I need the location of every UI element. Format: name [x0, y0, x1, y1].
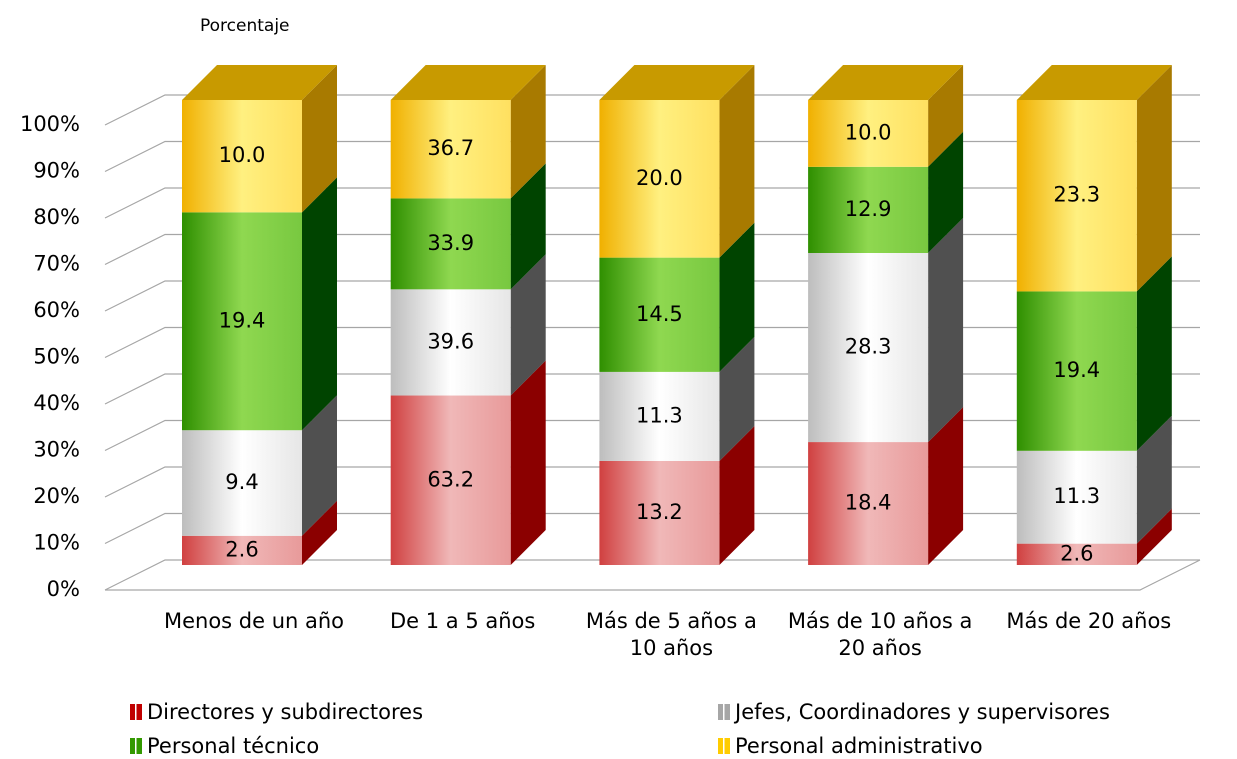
- bar-side: [719, 336, 755, 461]
- bar-side: [719, 425, 755, 565]
- legend-item: Personal técnico: [130, 734, 319, 758]
- bar: [808, 442, 929, 565]
- bar: [182, 100, 302, 213]
- bar-side: [928, 65, 964, 167]
- y-tick-label: 40%: [33, 391, 80, 415]
- bar-top: [390, 65, 546, 100]
- data-label: 63.2: [427, 467, 474, 491]
- bar: [1016, 291, 1137, 451]
- y-tick-label: 30%: [33, 438, 80, 462]
- bar-side: [1136, 508, 1172, 565]
- bar: [808, 166, 929, 253]
- bar-side: [928, 217, 964, 443]
- legend-swatch: [130, 738, 142, 754]
- bar-side: [510, 65, 546, 199]
- y-tick-label: 10%: [33, 531, 80, 555]
- bar: [182, 535, 302, 565]
- x-tick-label: Menos de un año: [163, 609, 345, 633]
- bar: [1016, 450, 1137, 544]
- data-label: 28.3: [845, 335, 892, 359]
- bar: [390, 100, 511, 199]
- bar: [1016, 100, 1137, 292]
- y-tick-label: 90%: [33, 159, 80, 183]
- legend-label: Directores y subdirectores: [147, 700, 424, 724]
- bar-side: [510, 254, 546, 396]
- y-tick-label: 0%: [47, 577, 80, 601]
- y-tick-label: 50%: [33, 345, 80, 369]
- data-label: 18.4: [845, 491, 892, 515]
- data-label: 10.0: [845, 120, 892, 144]
- bar: [599, 460, 720, 565]
- bar-side: [1136, 256, 1172, 451]
- floor: [105, 559, 1201, 591]
- y-tick-label: 70%: [33, 252, 80, 276]
- bar: [599, 100, 720, 258]
- bar-side: [719, 222, 755, 372]
- x-tick-label: Más de 20 años: [1006, 609, 1172, 633]
- bar-top: [808, 65, 964, 100]
- y-axis-label: Porcentaje: [200, 16, 290, 36]
- bar-side: [302, 65, 337, 213]
- bar-side: [719, 65, 755, 258]
- bar-side: [302, 395, 337, 536]
- bar-side: [1136, 415, 1172, 544]
- legend-swatch: [718, 738, 730, 754]
- legend-label: Personal técnico: [147, 734, 320, 758]
- legend-item: Directores y subdirectores: [130, 700, 423, 724]
- bar-side: [1136, 65, 1172, 292]
- x-tick-label: De 1 a 5 años: [390, 609, 536, 633]
- bar: [808, 252, 929, 443]
- bar: [182, 212, 302, 431]
- data-label: 11.3: [636, 403, 683, 427]
- y-tick-label: 80%: [33, 205, 80, 229]
- data-label: 19.4: [1053, 358, 1100, 382]
- data-label: 23.3: [1053, 183, 1100, 207]
- bar-side: [302, 500, 337, 565]
- bar-top: [1016, 65, 1172, 100]
- x-tick-label: Más de 10 años a 20 años: [787, 609, 973, 660]
- data-label: 33.9: [427, 231, 474, 255]
- bar: [599, 257, 720, 372]
- legend-label: Jefes, Coordinadores y supervisores: [735, 700, 1110, 724]
- bar-side: [302, 177, 337, 431]
- bar: [808, 100, 929, 167]
- data-label: 13.2: [636, 500, 683, 524]
- bar: [182, 430, 302, 536]
- bar-side: [928, 407, 964, 565]
- data-label: 39.6: [427, 329, 474, 353]
- x-tick-label: Más de 5 años a 10 años: [585, 609, 757, 660]
- y-tick-label: 60%: [33, 298, 80, 322]
- legend-item: Personal administrativo: [718, 734, 983, 758]
- bar: [390, 395, 511, 565]
- data-label: 36.7: [427, 136, 474, 160]
- data-label: 2.6: [1060, 541, 1093, 565]
- legend-swatch: [718, 704, 730, 720]
- bar-top: [599, 65, 755, 100]
- y-tick-label: 20%: [33, 484, 80, 508]
- legend-swatch: [130, 704, 142, 720]
- data-label: 10.0: [219, 143, 266, 167]
- bar: [1016, 543, 1137, 565]
- bar: [390, 198, 511, 290]
- bar: [390, 289, 511, 396]
- data-label: 2.6: [225, 537, 258, 561]
- bar-top: [182, 65, 337, 100]
- data-label: 11.3: [1053, 484, 1100, 508]
- bar: [599, 371, 720, 461]
- data-label: 9.4: [225, 470, 258, 494]
- legend-label: Personal administrativo: [735, 734, 983, 758]
- data-label: 12.9: [845, 197, 892, 221]
- data-label: 19.4: [219, 308, 266, 332]
- legend-item: Jefes, Coordinadores y supervisores: [718, 700, 1110, 724]
- bar-side: [510, 163, 546, 290]
- bar-side: [510, 360, 546, 565]
- data-label: 20.0: [636, 166, 683, 190]
- y-tick-label: 100%: [20, 112, 80, 136]
- data-label: 14.5: [636, 302, 683, 326]
- bar-side: [928, 131, 964, 253]
